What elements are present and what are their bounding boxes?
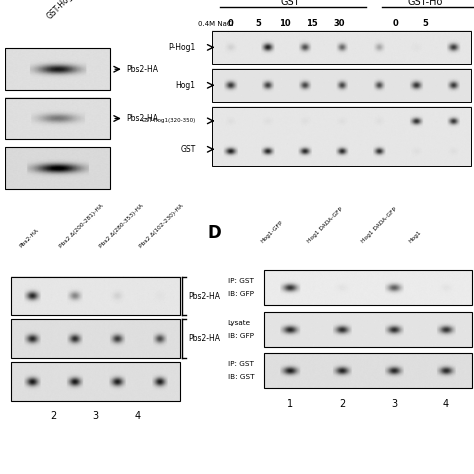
Bar xyxy=(264,312,472,347)
Bar xyxy=(11,319,180,358)
Text: Hog1 DADA-GFP: Hog1 DADA-GFP xyxy=(361,207,398,244)
Text: 2: 2 xyxy=(339,399,345,409)
Text: 1: 1 xyxy=(287,399,293,409)
Text: IB: GFP: IB: GFP xyxy=(228,292,254,298)
Text: Pbs2-HA: Pbs2-HA xyxy=(126,114,158,123)
Text: Pbs2-HA: Pbs2-HA xyxy=(126,65,158,73)
Text: GST: GST xyxy=(181,145,196,154)
Text: Pbs2 Δ(102-230)-HA: Pbs2 Δ(102-230)-HA xyxy=(138,203,184,249)
Bar xyxy=(212,69,471,102)
Text: Hog1: Hog1 xyxy=(176,81,196,90)
Text: 5: 5 xyxy=(422,19,428,28)
Bar xyxy=(212,31,471,64)
Text: 30: 30 xyxy=(333,19,345,28)
Text: Pbs2-HA: Pbs2-HA xyxy=(188,292,220,301)
Text: 3: 3 xyxy=(92,411,99,421)
Text: 15: 15 xyxy=(306,19,318,28)
Text: 0: 0 xyxy=(393,19,399,28)
Text: Pbs2-HA: Pbs2-HA xyxy=(188,334,220,343)
Text: Pbs2 Δ(200-281)-HA: Pbs2 Δ(200-281)-HA xyxy=(58,203,104,249)
Text: GST: GST xyxy=(281,0,300,7)
Text: 4: 4 xyxy=(443,399,449,409)
Text: Hog1-GFP: Hog1-GFP xyxy=(260,220,284,244)
Text: 0.4M NaCl: 0.4M NaCl xyxy=(199,21,234,27)
Text: IB: GFP: IB: GFP xyxy=(228,333,254,339)
Text: Lysate: Lysate xyxy=(228,320,251,326)
Text: Pbs2-HA: Pbs2-HA xyxy=(18,228,40,249)
Bar xyxy=(5,98,109,139)
Bar xyxy=(212,107,471,166)
Text: P-Hog1: P-Hog1 xyxy=(168,43,196,52)
Text: 2: 2 xyxy=(50,411,56,421)
Text: GST-Hog1(320-350): GST-Hog1(320-350) xyxy=(45,0,104,21)
Text: 4: 4 xyxy=(135,411,141,421)
Text: Hog1: Hog1 xyxy=(408,230,422,244)
Text: 10: 10 xyxy=(279,19,291,28)
Text: 3: 3 xyxy=(391,399,397,409)
Text: Pbs2 Δ(280-353)-HA: Pbs2 Δ(280-353)-HA xyxy=(98,203,144,249)
Text: IB: GST: IB: GST xyxy=(228,374,254,380)
Bar xyxy=(5,147,109,189)
Text: GST-Hog1(320-350): GST-Hog1(320-350) xyxy=(141,118,196,123)
Text: 0: 0 xyxy=(228,19,234,28)
Text: Hog1 DADA-GFP: Hog1 DADA-GFP xyxy=(306,207,344,244)
Bar xyxy=(5,48,109,90)
Bar xyxy=(11,362,180,401)
Bar xyxy=(264,353,472,388)
Text: IP: GST: IP: GST xyxy=(228,361,254,367)
Text: D: D xyxy=(208,224,221,242)
Bar xyxy=(264,271,472,305)
Text: 5: 5 xyxy=(255,19,261,28)
Text: IP: GST: IP: GST xyxy=(228,278,254,284)
Text: GST-Ho: GST-Ho xyxy=(408,0,443,7)
Bar xyxy=(11,277,180,315)
